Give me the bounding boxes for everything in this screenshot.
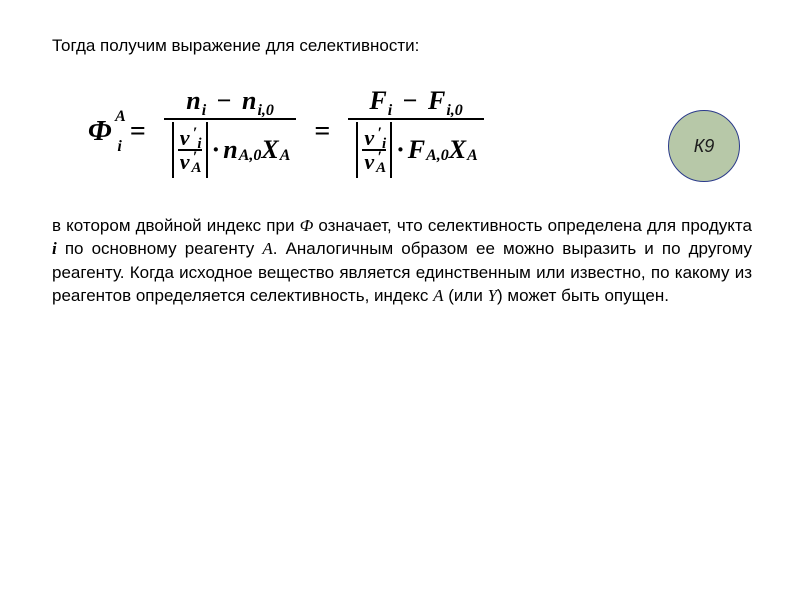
abs-bar <box>356 122 358 178</box>
explanation-paragraph: в котором двойной индекс при Ф означает,… <box>52 214 752 308</box>
fraction-f: Fi − Fi,0 ν′i ν′A <box>348 84 483 180</box>
slide-label-badge: К9 <box>668 110 740 182</box>
nu-ratio: ν′i ν′A <box>178 127 202 173</box>
equals-sign: = <box>124 116 152 148</box>
badge-text: К9 <box>694 136 715 157</box>
formula-row: Ф A i = ni − ni,0 ν′i <box>52 84 752 180</box>
abs-bar <box>390 122 392 178</box>
phi-symbol: Ф A i <box>88 116 112 148</box>
fraction-n: ni − ni,0 ν′i ν′A <box>164 84 297 180</box>
abs-bar <box>172 122 174 178</box>
intro-text: Тогда получим выражение для селективност… <box>52 36 752 56</box>
abs-bar <box>206 122 208 178</box>
nu-ratio: ν′i ν′A <box>362 127 386 173</box>
selectivity-formula: Ф A i = ni − ni,0 ν′i <box>88 84 484 180</box>
equals-sign: = <box>308 116 336 148</box>
